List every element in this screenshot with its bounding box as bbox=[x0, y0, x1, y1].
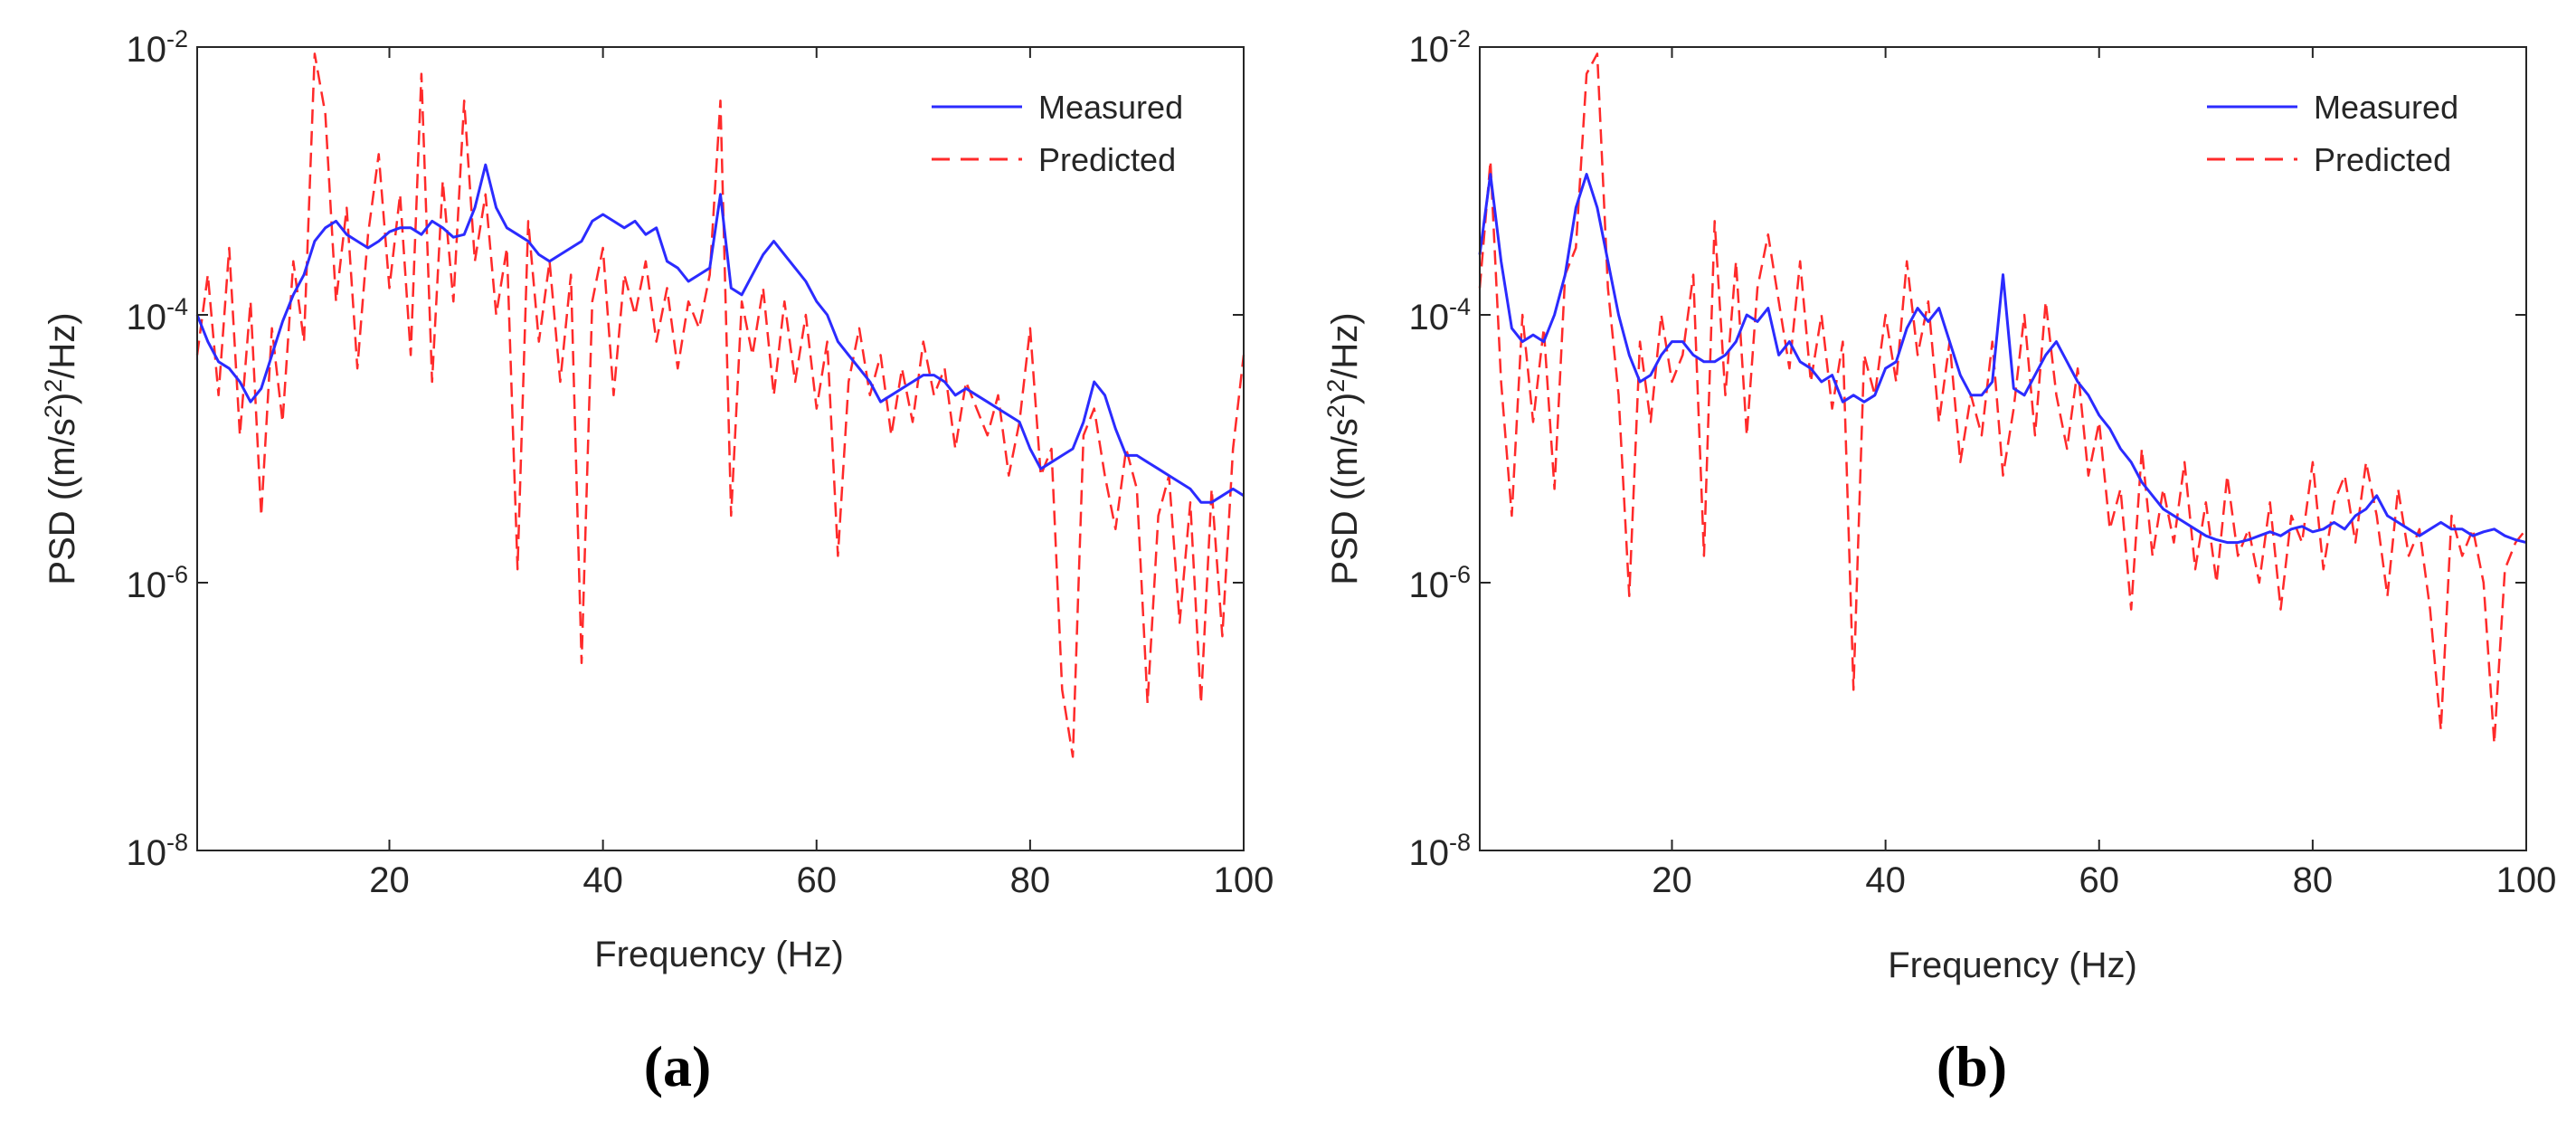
chart-b-legend: Measured Predicted bbox=[2207, 89, 2458, 178]
chart-b-ylabel: PSD ((m/s2)2/Hz) bbox=[1322, 312, 1365, 584]
chart-a-xtick-label-60: 60 bbox=[797, 860, 838, 900]
chart-a-caption: (a) bbox=[644, 1034, 712, 1098]
chart-a-ylabel-tail: /Hz) bbox=[43, 312, 82, 378]
chart-b-ytick-label--6: 10-6 bbox=[1408, 561, 1471, 605]
legend-a-predicted-label: Predicted bbox=[1038, 141, 1176, 178]
chart-a-xtick-label-20: 20 bbox=[369, 860, 410, 900]
chart-a-lines bbox=[195, 52, 1245, 758]
chart-b-ytick-base--6: 10 bbox=[1408, 565, 1449, 605]
chart-a-xtick-label-80: 80 bbox=[1010, 860, 1051, 900]
chart-a-ytick-base--2: 10 bbox=[126, 30, 166, 70]
chart-b-ylabel-mid: ) bbox=[1325, 393, 1365, 404]
chart-a-ylabel: PSD ((m/s2)2/Hz) bbox=[40, 312, 82, 584]
chart-b-ytick-label--4: 10-4 bbox=[1408, 293, 1471, 337]
chart-a-ytick-exp--6: -6 bbox=[166, 561, 188, 588]
chart-a-ytick-label--8: 10-8 bbox=[126, 829, 188, 873]
chart-b-ytick-exp--2: -2 bbox=[1449, 25, 1471, 52]
chart-b-ytick-exp--6: -6 bbox=[1449, 561, 1471, 588]
chart-b-xtick-label-40: 40 bbox=[1865, 860, 1906, 900]
chart-a-ylabel-mid: ) bbox=[43, 393, 82, 404]
chart-b-ytick-label--2: 10-2 bbox=[1408, 25, 1471, 70]
chart-a-ytick-label--6: 10-6 bbox=[126, 561, 188, 605]
chart-b-ylabel-tail: /Hz) bbox=[1325, 312, 1365, 378]
chart-b-lines bbox=[1478, 52, 2527, 745]
chart-a-ytick-exp--4: -4 bbox=[166, 293, 188, 320]
chart-a-ylabel-lead: PSD ((m/s bbox=[43, 418, 82, 584]
chart-a-ytick-label--4: 10-4 bbox=[126, 293, 188, 337]
legend-b-measured-label: Measured bbox=[2314, 89, 2458, 126]
chart-b-ytick-label--8: 10-8 bbox=[1408, 829, 1471, 873]
chart-a-plot-frame bbox=[196, 46, 1245, 851]
chart-a-ytick-base--4: 10 bbox=[126, 298, 166, 337]
chart-b-xlabel: Frequency (Hz) bbox=[1888, 945, 2137, 985]
chart-b-ytick-base--2: 10 bbox=[1408, 30, 1449, 70]
chart-b-ytick-base--4: 10 bbox=[1408, 298, 1449, 337]
chart-b-series-measured bbox=[1478, 173, 2527, 545]
legend-a-measured-label: Measured bbox=[1038, 89, 1183, 126]
chart-b-ytick-exp--8: -8 bbox=[1449, 829, 1471, 856]
chart-a-ytick-exp--8: -8 bbox=[166, 829, 188, 856]
chart-b-ytick-base--8: 10 bbox=[1408, 833, 1449, 873]
chart-a-ylabel-sup2: 2 bbox=[40, 379, 67, 393]
chart-b-ylabel-sup1: 2 bbox=[1322, 404, 1350, 418]
chart-a-series-measured bbox=[195, 163, 1245, 504]
chart-b-xtick-label-80: 80 bbox=[2293, 860, 2334, 900]
chart-b-xtick-label-100: 100 bbox=[2496, 860, 2557, 900]
chart-b-plot-frame bbox=[1479, 46, 2527, 851]
chart-a-xtick-label-100: 100 bbox=[1214, 860, 1274, 900]
chart-a-ytick-label--2: 10-2 bbox=[126, 25, 188, 70]
chart-a-xtick-label-40: 40 bbox=[582, 860, 623, 900]
chart-a-series-predicted bbox=[195, 52, 1245, 758]
chart-a-ytick-base--6: 10 bbox=[126, 565, 166, 605]
chart-a-xlabel: Frequency (Hz) bbox=[594, 935, 844, 974]
chart-b-xtick-label-60: 60 bbox=[2079, 860, 2120, 900]
chart-b-caption: (b) bbox=[1937, 1034, 2007, 1098]
chart-b-ylabel-sup2: 2 bbox=[1322, 379, 1350, 393]
chart-a-ytick-exp--2: -2 bbox=[166, 25, 188, 52]
chart-b-ylabel-lead: PSD ((m/s bbox=[1325, 418, 1365, 584]
chart-a-ylabel-sup1: 2 bbox=[40, 404, 67, 418]
legend-b-predicted-label: Predicted bbox=[2314, 141, 2451, 178]
chart-b-xtick-label-20: 20 bbox=[1652, 860, 1692, 900]
chart-a-ytick-base--8: 10 bbox=[126, 833, 166, 873]
chart-a-legend: Measured Predicted bbox=[932, 89, 1183, 178]
chart-b-series-predicted bbox=[1478, 52, 2527, 745]
chart-b-ytick-exp--4: -4 bbox=[1449, 293, 1471, 320]
